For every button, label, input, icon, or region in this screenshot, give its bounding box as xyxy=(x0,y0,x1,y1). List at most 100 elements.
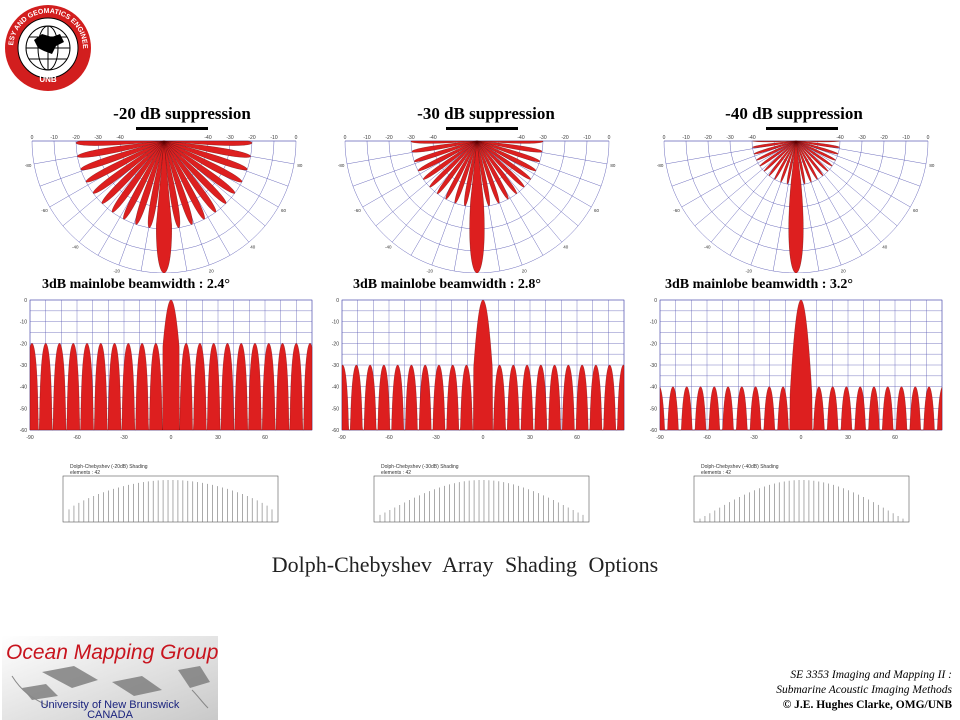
y-tick-label: -20 xyxy=(650,341,657,347)
polar-plot-40db: -40 -40 -30 -30 -20 -20 -10 -10 0 0 -80 80 -60 60 -40 4… xyxy=(657,135,935,273)
radial-tick-label: -20 xyxy=(561,135,568,141)
angle-tick-label: -40 xyxy=(704,245,711,250)
polar-grid-arc xyxy=(663,140,929,273)
shading-label: Dolph-Chebyshev (-30dB) Shading xyxy=(381,464,459,470)
figure-caption: Dolph-Chebyshev Array Shading Options xyxy=(271,552,659,577)
copyright-line: © J.E. Hughes Clarke, OMG/UNB xyxy=(782,699,952,711)
angle-tick-label: -40 xyxy=(72,245,79,250)
angle-tick-label: -60 xyxy=(41,208,48,213)
omg-group-name: Ocean Mapping Group xyxy=(6,641,218,664)
polar-grid-spoke xyxy=(681,140,797,208)
beam-pattern-20db: -90 -60 -30 0 30 600-10-20-30-40-50-60 xyxy=(20,298,313,441)
radial-tick-label: -10 xyxy=(583,135,590,141)
y-tick-label: -60 xyxy=(20,428,27,434)
radial-tick-label: -40 xyxy=(836,135,843,141)
x-tick-label: -90 xyxy=(338,435,345,441)
y-tick-label: -50 xyxy=(650,406,657,412)
radial-tick-label: -10 xyxy=(682,135,689,141)
x-tick-label: -30 xyxy=(750,435,757,441)
y-tick-label: 0 xyxy=(654,298,657,304)
y-tick-label: -20 xyxy=(20,341,27,347)
footer-credits: SE 3353 Imaging and Mapping II : Submari… xyxy=(776,668,952,713)
omg-university: University of New Brunswick xyxy=(41,699,180,711)
polar-grid-spoke xyxy=(694,140,797,227)
radial-tick-label: -30 xyxy=(226,135,233,141)
course-line-1: SE 3353 Imaging and Mapping II : xyxy=(790,669,952,681)
angle-tick-label: 80 xyxy=(610,163,616,168)
x-tick-label: 0 xyxy=(170,435,173,441)
beam-pattern-area xyxy=(29,299,313,431)
radial-tick-label: -40 xyxy=(429,135,436,141)
shading-frame xyxy=(62,475,279,523)
shading-frame xyxy=(373,475,590,523)
angle-tick-label: -80 xyxy=(338,163,345,168)
radial-tick-label: -20 xyxy=(72,135,79,141)
polar-grid-spoke xyxy=(795,140,911,208)
y-tick-label: -10 xyxy=(332,320,339,326)
radial-tick-label: -20 xyxy=(704,135,711,141)
radial-tick-label: -20 xyxy=(880,135,887,141)
beamwidth-label-30db: 3dB mainlobe beamwidth : 2.8° xyxy=(353,277,542,292)
beam-pattern-30db: -90 -60 -30 0 30 600-10-20-30-40-50-60 xyxy=(332,298,625,441)
y-tick-label: -40 xyxy=(650,385,657,391)
y-tick-label: -30 xyxy=(20,363,27,369)
radial-tick-label: -20 xyxy=(248,135,255,141)
x-tick-label: -30 xyxy=(432,435,439,441)
polar-grid-arc xyxy=(31,140,297,273)
angle-tick-label: -20 xyxy=(427,269,434,273)
angle-tick-label: 60 xyxy=(594,208,600,213)
y-tick-label: -20 xyxy=(332,341,339,347)
y-tick-label: -10 xyxy=(20,320,27,326)
angle-tick-label: 20 xyxy=(841,269,847,273)
shading-label: Dolph-Chebyshev (-40dB) Shading xyxy=(701,464,779,470)
x-tick-label: 30 xyxy=(215,435,221,441)
angle-tick-label: -60 xyxy=(354,208,361,213)
svg-text:UNB: UNB xyxy=(39,75,57,84)
radial-tick-label: 0 xyxy=(663,135,666,141)
radial-tick-label: 0 xyxy=(344,135,347,141)
angle-tick-label: 60 xyxy=(281,208,287,213)
angle-tick-label: 40 xyxy=(563,245,569,250)
angle-tick-label: -40 xyxy=(385,245,392,250)
angle-tick-label: -80 xyxy=(25,163,32,168)
x-tick-label: -60 xyxy=(385,435,392,441)
shading-plot-40db: Dolph-Chebyshev (-40dB) Shadingelements … xyxy=(693,464,910,523)
polar-grid-spoke xyxy=(476,140,579,227)
polar-beam-pattern xyxy=(410,140,544,273)
title-underline xyxy=(136,127,208,130)
angle-tick-label: -80 xyxy=(657,163,664,168)
radial-tick-label: -30 xyxy=(94,135,101,141)
radial-tick-label: -10 xyxy=(902,135,909,141)
polar-grid-spoke xyxy=(795,140,898,227)
angle-tick-label: -60 xyxy=(673,208,680,213)
polar-beam-pattern xyxy=(752,140,840,273)
ocean-mapping-group-logo: Ocean Mapping Group University of New Br… xyxy=(2,636,218,720)
y-tick-label: -40 xyxy=(20,385,27,391)
unb-geodesy-logo: UNB GEODESY AND GEOMATICS ENGINEERING xyxy=(4,4,91,91)
y-tick-label: -60 xyxy=(332,428,339,434)
angle-tick-label: 60 xyxy=(913,208,919,213)
beam-pattern-area xyxy=(659,299,943,431)
radial-tick-label: -30 xyxy=(726,135,733,141)
radial-tick-label: -30 xyxy=(539,135,546,141)
angle-tick-label: 40 xyxy=(882,245,888,250)
x-tick-label: 0 xyxy=(482,435,485,441)
y-tick-label: -50 xyxy=(332,406,339,412)
y-tick-label: -40 xyxy=(332,385,339,391)
beam-pattern-area xyxy=(341,299,625,431)
x-tick-label: 30 xyxy=(845,435,851,441)
radial-tick-label: -30 xyxy=(858,135,865,141)
radial-tick-label: -40 xyxy=(116,135,123,141)
shading-plot-30db: Dolph-Chebyshev (-30dB) Shadingelements … xyxy=(373,464,590,523)
shading-plot-20db: Dolph-Chebyshev (-20dB) Shadingelements … xyxy=(62,464,279,523)
angle-tick-label: -20 xyxy=(114,269,121,273)
radial-tick-label: -40 xyxy=(517,135,524,141)
shading-frame xyxy=(693,475,910,523)
y-tick-label: -10 xyxy=(650,320,657,326)
beamwidth-label-20db: 3dB mainlobe beamwidth : 2.4° xyxy=(42,277,231,292)
radial-tick-label: -40 xyxy=(748,135,755,141)
x-tick-label: -90 xyxy=(656,435,663,441)
y-tick-label: -30 xyxy=(650,363,657,369)
y-tick-label: -60 xyxy=(650,428,657,434)
x-tick-label: 30 xyxy=(527,435,533,441)
